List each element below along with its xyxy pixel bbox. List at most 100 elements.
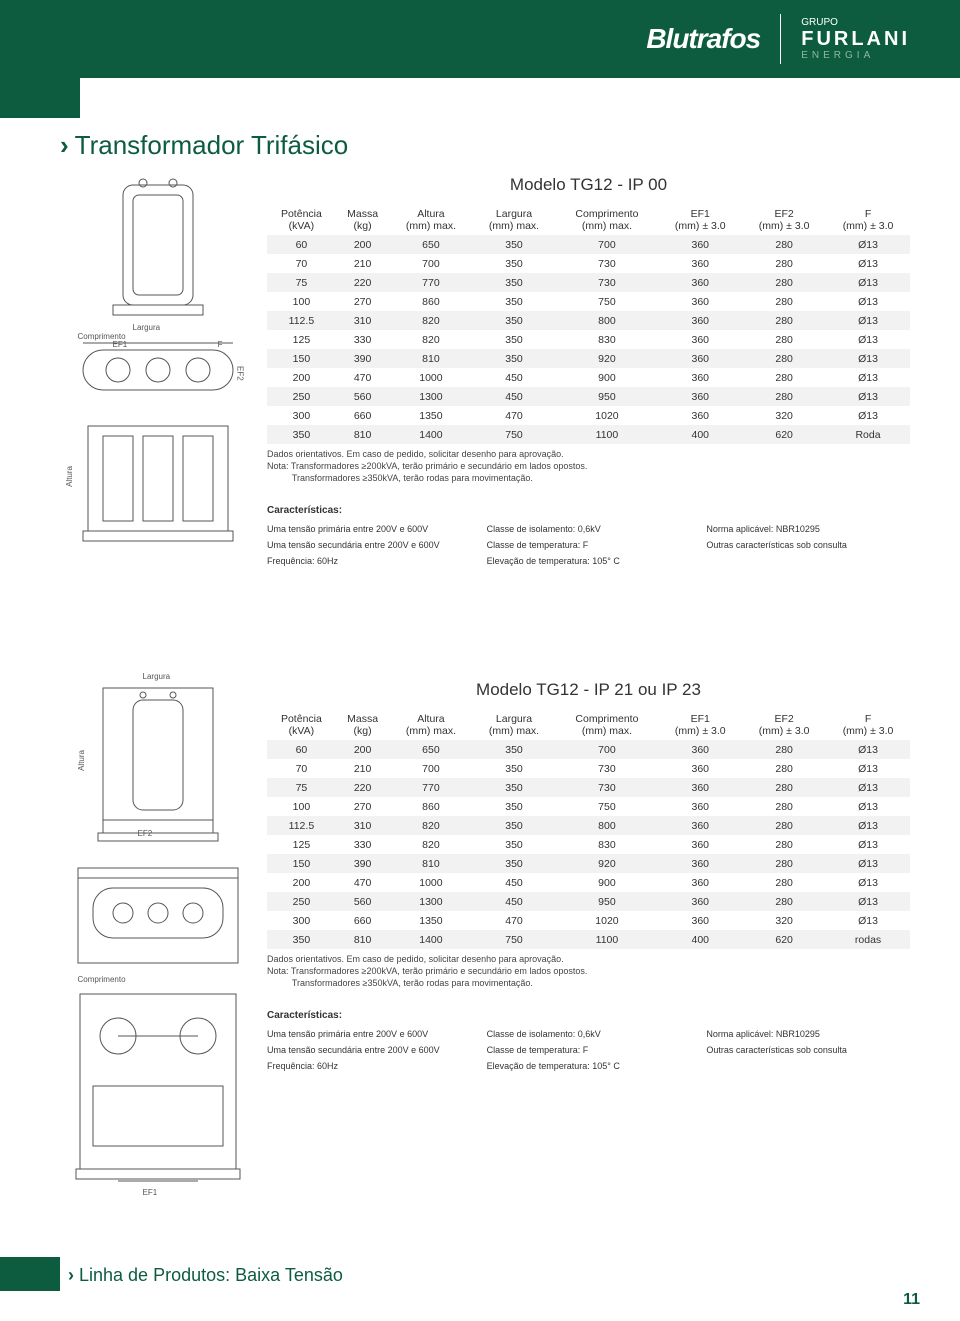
table-cell: Ø13 bbox=[826, 254, 910, 273]
table-row: 35081014007501100400620Roda bbox=[267, 425, 910, 444]
brand-group: GRUPO FURLANI ENERGIA bbox=[801, 17, 910, 61]
note-line: Dados orientativos. Em caso de pedido, s… bbox=[267, 448, 910, 460]
col-header: EF2(mm) ± 3.0 bbox=[742, 205, 826, 235]
table-cell: 310 bbox=[336, 816, 390, 835]
table-row: 70210700350730360280Ø13 bbox=[267, 254, 910, 273]
table-cell: 620 bbox=[742, 425, 826, 444]
label-comprimento-2: Comprimento bbox=[78, 975, 126, 984]
table-cell: 360 bbox=[658, 892, 742, 911]
table-cell: 280 bbox=[742, 797, 826, 816]
col-header: Altura(mm) max. bbox=[389, 205, 472, 235]
table-cell: 280 bbox=[742, 816, 826, 835]
table-cell: 810 bbox=[336, 930, 390, 949]
table-cell: 1020 bbox=[556, 406, 659, 425]
table-cell: 360 bbox=[658, 797, 742, 816]
table-cell: 280 bbox=[742, 778, 826, 797]
table-cell: 660 bbox=[336, 406, 390, 425]
diagram-column-2: Largura Altura EF2 Comprimento bbox=[60, 680, 255, 1191]
table-cell: 950 bbox=[556, 387, 659, 406]
table-cell: 350 bbox=[472, 740, 555, 759]
diagram-side: Altura bbox=[73, 416, 243, 551]
table-row: 112.5310820350800360280Ø13 bbox=[267, 816, 910, 835]
label-ef1-2: EF1 bbox=[143, 1188, 158, 1197]
table-cell: Ø13 bbox=[826, 368, 910, 387]
table-cell: Ø13 bbox=[826, 311, 910, 330]
table-cell: 450 bbox=[472, 873, 555, 892]
table-cell: 70 bbox=[267, 759, 336, 778]
table-row: 112.5310820350800360280Ø13 bbox=[267, 311, 910, 330]
table-cell: 1350 bbox=[389, 406, 472, 425]
char-item: Elevação de temperatura: 105° C bbox=[487, 556, 691, 566]
diagram-top: Comprimento EF1 F EF2 bbox=[73, 338, 243, 408]
label-ef2-2: EF2 bbox=[138, 829, 153, 838]
char-title-1: Características: bbox=[267, 505, 910, 516]
table-row: 70210700350730360280Ø13 bbox=[267, 759, 910, 778]
notes-1: Dados orientativos. Em caso de pedido, s… bbox=[267, 448, 910, 484]
footer-title: Linha de Produtos: Baixa Tensão bbox=[68, 1265, 343, 1286]
table-cell: 280 bbox=[742, 273, 826, 292]
table-cell: 470 bbox=[472, 911, 555, 930]
table-row: 60200650350700360280Ø13 bbox=[267, 740, 910, 759]
table-cell: Ø13 bbox=[826, 740, 910, 759]
table-cell: 700 bbox=[556, 740, 659, 759]
table-row: 35081014007501100400620rodas bbox=[267, 930, 910, 949]
table-cell: 360 bbox=[658, 873, 742, 892]
table-cell: Ø13 bbox=[826, 349, 910, 368]
char-item: Outras características sob consulta bbox=[706, 540, 910, 550]
table-cell: Roda bbox=[826, 425, 910, 444]
characteristics-2: Características: Uma tensão primária ent… bbox=[267, 1010, 910, 1071]
table-row: 75220770350730360280Ø13 bbox=[267, 273, 910, 292]
table-cell: 620 bbox=[742, 930, 826, 949]
table-cell: 800 bbox=[556, 311, 659, 330]
table-cell: 100 bbox=[267, 797, 336, 816]
table-cell: 350 bbox=[472, 273, 555, 292]
table-cell: 280 bbox=[742, 835, 826, 854]
table-cell: 320 bbox=[742, 406, 826, 425]
brand-group-top: GRUPO bbox=[801, 17, 910, 28]
table-row: 75220770350730360280Ø13 bbox=[267, 778, 910, 797]
table-cell: 820 bbox=[389, 311, 472, 330]
table-cell: 360 bbox=[658, 235, 742, 254]
page-number: 11 bbox=[903, 1291, 920, 1309]
char-item bbox=[706, 1061, 910, 1071]
diagram-top-2: Comprimento bbox=[68, 858, 248, 978]
table-cell: 360 bbox=[658, 292, 742, 311]
col-header: Largura(mm) max. bbox=[472, 205, 555, 235]
table-cell: 125 bbox=[267, 835, 336, 854]
section-ip00: Largura Comprimento EF1 F EF2 Altura bbox=[60, 175, 910, 566]
table-cell: Ø13 bbox=[826, 911, 910, 930]
table-cell: 360 bbox=[658, 816, 742, 835]
table-row: 30066013504701020360320Ø13 bbox=[267, 406, 910, 425]
table-cell: 280 bbox=[742, 740, 826, 759]
col-header: EF1(mm) ± 3.0 bbox=[658, 710, 742, 740]
table-cell: 1100 bbox=[556, 930, 659, 949]
label-largura-2: Largura bbox=[143, 672, 171, 681]
char-item: Norma aplicável: NBR10295 bbox=[706, 1029, 910, 1039]
table-cell: 360 bbox=[658, 387, 742, 406]
table-cell: 750 bbox=[556, 292, 659, 311]
table-cell: Ø13 bbox=[826, 387, 910, 406]
table-cell: 700 bbox=[556, 235, 659, 254]
table-row: 60200650350700360280Ø13 bbox=[267, 235, 910, 254]
char-item: Uma tensão secundária entre 200V e 600V bbox=[267, 540, 471, 550]
col-header: Comprimento(mm) max. bbox=[556, 710, 659, 740]
table-cell: 1000 bbox=[389, 368, 472, 387]
table-cell: 820 bbox=[389, 330, 472, 349]
table-cell: 150 bbox=[267, 349, 336, 368]
table-cell: 280 bbox=[742, 349, 826, 368]
page-title: Transformador Trifásico bbox=[60, 130, 348, 161]
table-cell: 1000 bbox=[389, 873, 472, 892]
table-row: 2505601300450950360280Ø13 bbox=[267, 387, 910, 406]
brand-logo: Blutrafos bbox=[646, 23, 760, 55]
diagram-front-2: Largura Altura EF2 bbox=[83, 680, 233, 850]
table-cell: 350 bbox=[267, 425, 336, 444]
table-cell: 350 bbox=[472, 816, 555, 835]
table-cell: 750 bbox=[556, 797, 659, 816]
brand-group-mid: FURLANI bbox=[801, 28, 910, 50]
table-cell: 920 bbox=[556, 854, 659, 873]
table-cell: 125 bbox=[267, 330, 336, 349]
table-cell: 360 bbox=[658, 368, 742, 387]
char-item: Classe de isolamento: 0,6kV bbox=[487, 1029, 691, 1039]
table-cell: Ø13 bbox=[826, 854, 910, 873]
col-header: EF2(mm) ± 3.0 bbox=[742, 710, 826, 740]
